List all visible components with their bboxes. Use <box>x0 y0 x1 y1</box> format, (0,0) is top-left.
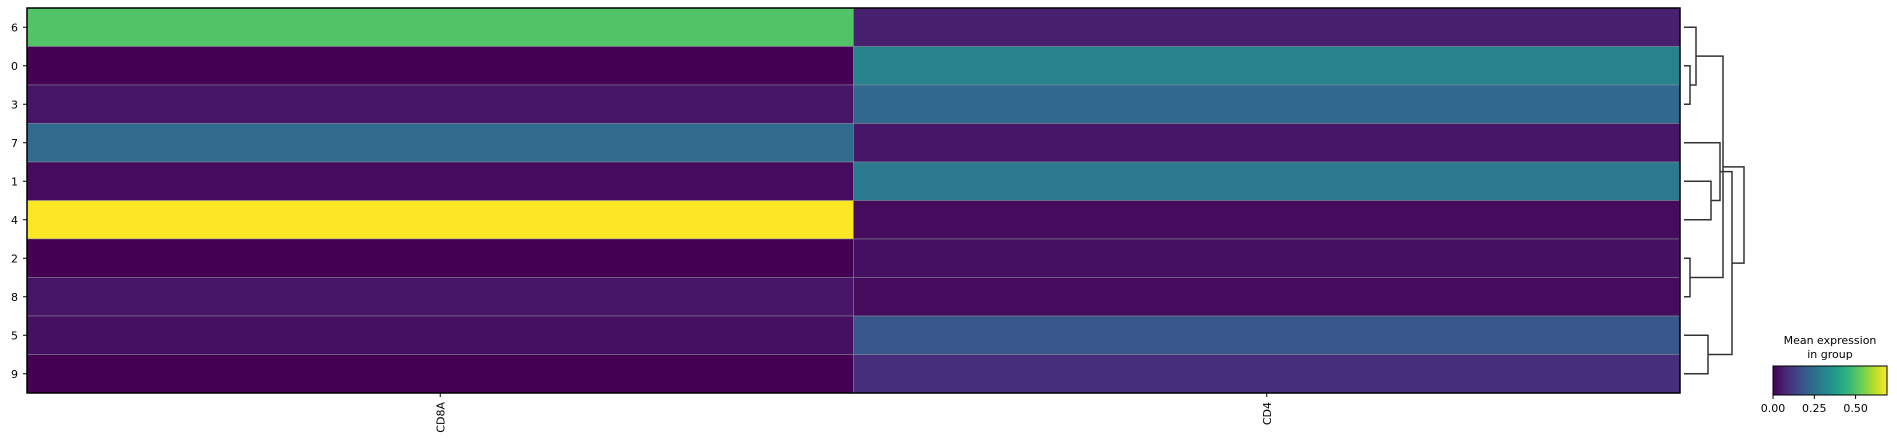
colorbar-subtitle: in group <box>1807 348 1852 361</box>
dendrogram-branch <box>1684 142 1721 202</box>
dendrogram-branch <box>1684 180 1712 221</box>
y-tick-label: 2 <box>11 252 18 265</box>
y-tick-label: 0 <box>11 60 18 73</box>
heatmap-cell <box>853 200 1681 240</box>
heatmap-cell <box>26 123 854 163</box>
y-tick-label: 7 <box>11 137 18 150</box>
y-tick-label: 3 <box>11 98 18 111</box>
y-tick-label: 1 <box>11 175 18 188</box>
dendrogram-branch <box>1723 166 1745 264</box>
colorbar-tick-label: 0.00 <box>1761 402 1786 415</box>
y-tick-label: 8 <box>11 291 18 304</box>
heatmap-cell <box>853 7 1681 47</box>
y-tick-label: 4 <box>11 214 18 227</box>
heatmap-cell <box>26 84 854 124</box>
heatmap-cell <box>26 238 854 278</box>
heatmap-cell <box>26 7 854 47</box>
heatmap-cell <box>853 46 1681 86</box>
heatmap-cell <box>26 46 854 86</box>
x-tick-label: CD4 <box>1261 402 1274 425</box>
colorbar-tick-label: 0.50 <box>1843 402 1868 415</box>
heatmap-cell <box>26 354 854 394</box>
x-axis: CD8A CD4 <box>434 393 1274 433</box>
y-tick-label: 6 <box>11 21 18 34</box>
colorbar-gradient <box>1772 365 1888 396</box>
dendrogram-branch <box>1684 334 1709 375</box>
heatmap-cell <box>853 123 1681 163</box>
dendrogram-branch <box>1684 65 1691 105</box>
heatmap-cells <box>26 7 1681 394</box>
heatmap-cell <box>853 277 1681 317</box>
heatmap-cell <box>26 315 854 355</box>
dendrogram-branch <box>1684 257 1691 298</box>
dendrogram <box>1684 26 1745 375</box>
colorbar-tick-label: 0.25 <box>1802 402 1827 415</box>
heatmap-cell <box>853 354 1681 394</box>
colorbar: Mean expression in group 0.00 0.25 0.50 <box>1761 334 1888 415</box>
dendrogram-branch <box>1690 55 1724 279</box>
y-tick-label: 9 <box>11 368 18 381</box>
colorbar-title: Mean expression <box>1784 334 1877 347</box>
heatmap-cell <box>853 238 1681 278</box>
heatmap-cell <box>853 84 1681 124</box>
y-tick-label: 5 <box>11 329 18 342</box>
y-axis: 6 0 3 7 1 4 2 8 5 9 <box>11 21 27 381</box>
x-tick-label: CD8A <box>434 402 447 433</box>
heatmap-cell <box>26 200 854 240</box>
plot-frame <box>26 7 1681 394</box>
heatmap-cell <box>26 277 854 317</box>
heatmap-cell <box>853 315 1681 355</box>
heatmap-cell <box>26 161 854 201</box>
heatmap-cell <box>853 161 1681 201</box>
